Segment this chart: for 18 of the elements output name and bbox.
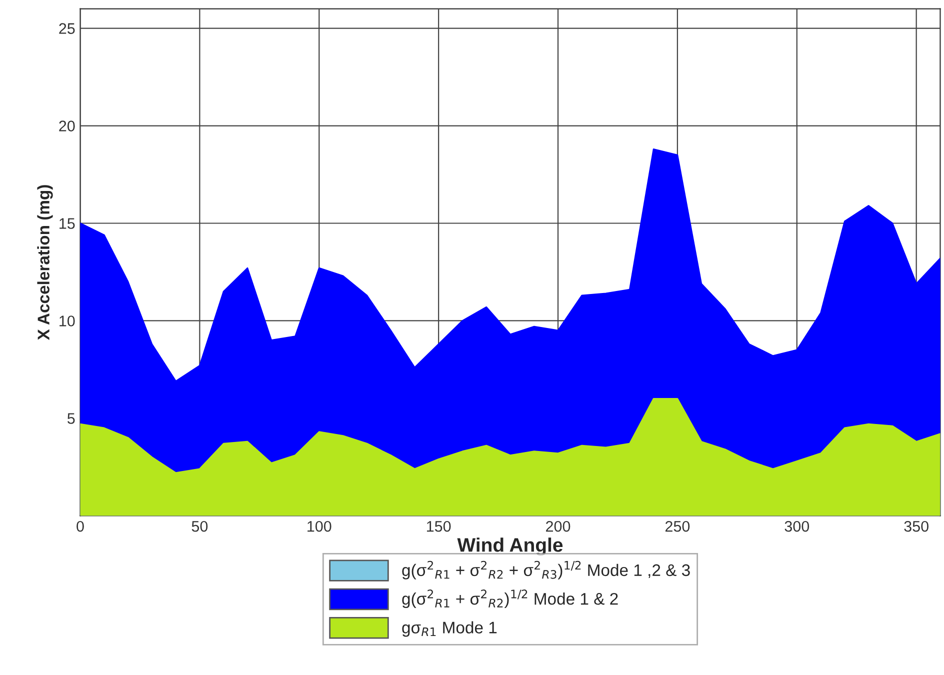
x-tick-label: 350	[904, 520, 928, 532]
legend-label: gσ$_{R1}$ Mode 1	[402, 621, 497, 637]
x-tick-label: 0	[76, 520, 84, 532]
x-tick-label: 250	[665, 520, 690, 532]
x-tick-label: 300	[784, 520, 810, 532]
y-tick-label: 10	[60, 316, 75, 326]
text: g(σ$^{2}$$_{R1}$ + σ$^{2}$$_{R2}$)$^{1/2}$ Mode 1 & 2	[402, 590, 618, 608]
x-axis-title: Wind Angle	[457, 538, 563, 556]
y-tick-label: 15	[60, 218, 75, 229]
text: g(σ$^{2}$$_{R1}$ + σ$^{2}$$_{R2}$ + σ$^{2}$$_{R3}$)$^{1/2}$ Mode 1 ,2 & 3	[402, 560, 690, 580]
x-tick-label: 50	[192, 520, 208, 532]
x-tick-label: 200	[546, 520, 570, 532]
y-tick-label: 5	[67, 413, 75, 424]
y-axis-title: X Acceleration (mg)	[37, 185, 53, 340]
y-tick-label: 20	[59, 120, 75, 132]
x-tick-label: 150	[426, 520, 451, 532]
y-tick-label: 25	[59, 23, 75, 34]
x-tick-label: 100	[308, 520, 332, 532]
